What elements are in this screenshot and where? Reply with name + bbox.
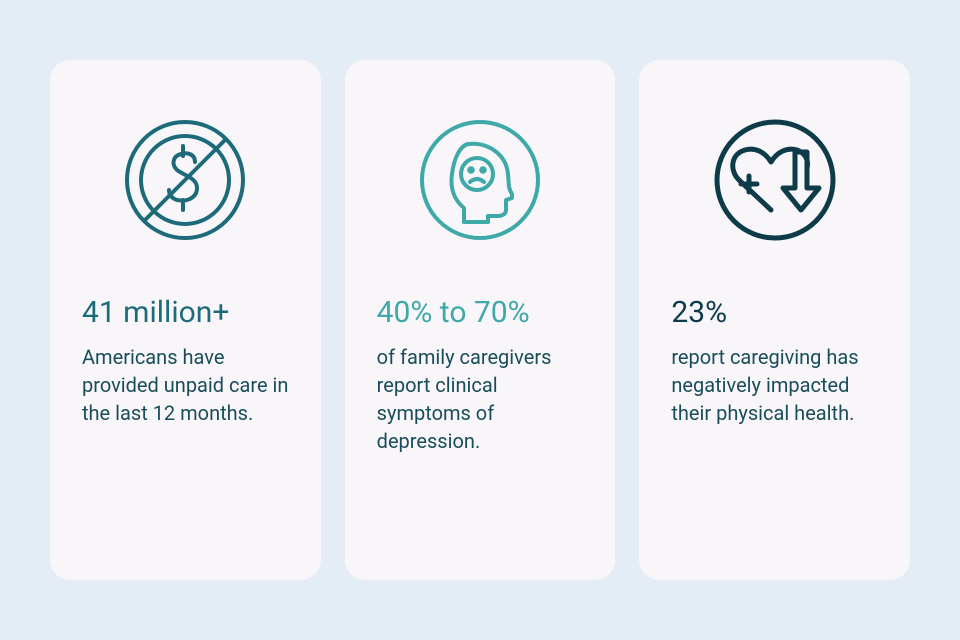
heart-health-svg [705, 110, 845, 250]
stat-number: 41 million+ [82, 296, 289, 329]
stat-number: 40% to 70% [377, 296, 584, 329]
stat-description: report caregiving has negatively impacte… [671, 343, 878, 427]
stat-card: 41 million+ Americans have provided unpa… [50, 60, 321, 580]
sad-head-svg [410, 110, 550, 250]
no-dollar-icon [82, 100, 289, 260]
sad-head-icon [377, 100, 584, 260]
stat-card: 40% to 70% of family caregivers report c… [345, 60, 616, 580]
stat-number: 23% [671, 296, 878, 329]
no-dollar-svg [115, 110, 255, 250]
stat-card: 23% report caregiving has negatively imp… [639, 60, 910, 580]
stat-description: of family caregivers report clinical sym… [377, 343, 584, 455]
heart-health-down-icon [671, 100, 878, 260]
stat-cards: 41 million+ Americans have provided unpa… [50, 60, 910, 580]
stat-description: Americans have provided unpaid care in t… [82, 343, 289, 427]
